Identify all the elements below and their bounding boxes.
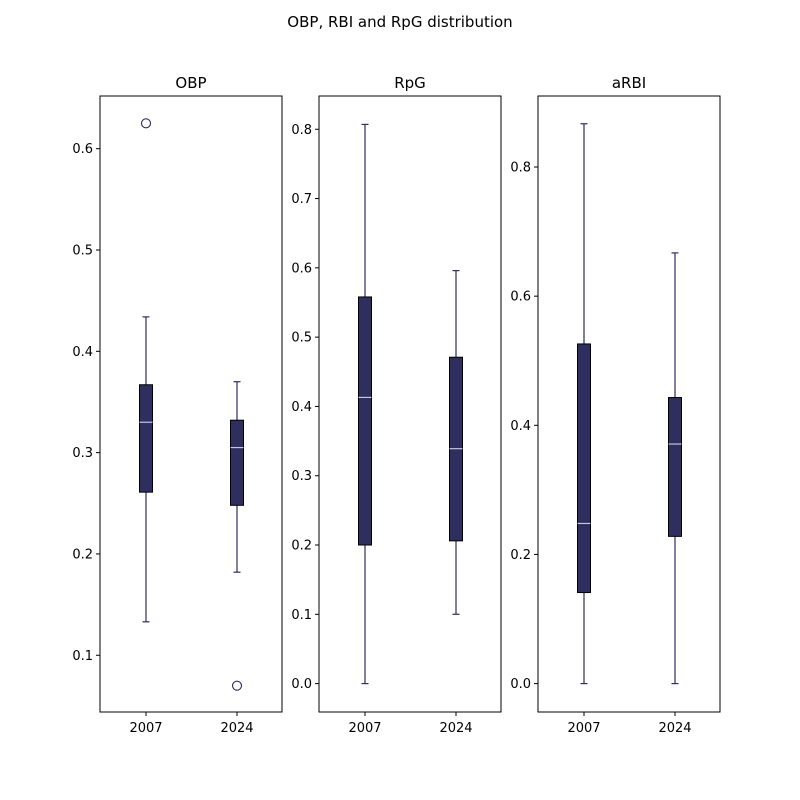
- box-body: [358, 296, 372, 546]
- y-tick-label: 0.1: [291, 608, 312, 623]
- x-tick-label: 2024: [439, 721, 472, 736]
- y-tick-label: 0.8: [291, 123, 312, 138]
- y-tick-label: 0.4: [510, 419, 531, 434]
- panel-arbi: aRBI 0.0 0.2 0.4 0.6 0.8 2007 2024: [510, 74, 721, 736]
- panels: OBP 0.1 0.2 0.3 0.4 0.5 0.6 2007 2024 RpG 0.0 0.1 0.…: [72, 74, 721, 736]
- axes-frame: [318, 95, 502, 713]
- y-tick-label: 0.3: [72, 446, 93, 461]
- y-tick-label: 0.7: [291, 192, 312, 207]
- panel-title: RpG: [394, 74, 426, 92]
- y-tick-label: 0.0: [291, 677, 312, 692]
- axes-frame: [537, 95, 721, 713]
- y-tick-label: 0.8: [510, 161, 531, 176]
- axes-frame: [99, 95, 283, 713]
- y-tick-label: 0.4: [291, 400, 312, 415]
- outlier-point: [140, 118, 152, 129]
- box-2007: [577, 123, 591, 685]
- y-tick-label: 0.4: [72, 345, 93, 360]
- x-tick-label: 2024: [220, 721, 253, 736]
- outlier-point: [231, 680, 243, 691]
- panel-title: aRBI: [612, 74, 646, 92]
- panel-rpg: RpG 0.0 0.1 0.2 0.3 0.4 0.5 0.6 0.7 0.8 2007 2024: [291, 74, 502, 736]
- y-tick-label: 0.0: [510, 677, 531, 692]
- y-tick-label: 0.5: [291, 331, 312, 346]
- panel-obp: OBP 0.1 0.2 0.3 0.4 0.5 0.6 2007 2024: [72, 74, 283, 736]
- x-tick-label: 2007: [129, 721, 162, 736]
- y-tick-label: 0.6: [510, 290, 531, 305]
- y-tick-label: 0.6: [72, 142, 93, 157]
- box-2024: [449, 270, 463, 615]
- x-tick-label: 2007: [567, 721, 600, 736]
- box-body: [577, 343, 591, 594]
- box-2007: [139, 118, 153, 623]
- x-tick-label: 2024: [658, 721, 691, 736]
- x-tick-label: 2007: [348, 721, 381, 736]
- y-tick-label: 0.1: [72, 649, 93, 664]
- y-tick-label: 0.2: [291, 539, 312, 554]
- y-tick-label: 0.5: [72, 244, 93, 259]
- box-body: [230, 419, 244, 506]
- y-tick-label: 0.2: [72, 547, 93, 562]
- figure-title: OBP, RBI and RpG distribution: [287, 13, 512, 31]
- box-body: [668, 397, 682, 537]
- box-2024: [230, 381, 244, 691]
- y-tick-label: 0.3: [291, 469, 312, 484]
- box-2007: [358, 123, 372, 685]
- y-tick-label: 0.6: [291, 261, 312, 276]
- y-tick-label: 0.2: [510, 548, 531, 563]
- panel-title: OBP: [175, 74, 206, 92]
- box-body: [139, 384, 153, 493]
- box-2024: [668, 252, 682, 685]
